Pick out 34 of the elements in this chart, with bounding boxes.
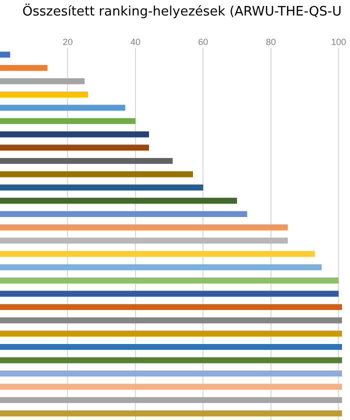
bar [0,250,315,257]
bar [0,410,342,416]
bar [0,224,288,230]
bar [0,278,339,284]
bar [0,171,194,178]
bar [0,118,136,124]
bar [0,211,248,218]
x-tick-label: 100 [331,37,346,48]
chart-title: Összesített ranking-helyezések (ARWU-THE-QS-U [22,3,342,20]
x-tick-label: 40 [130,37,140,48]
bar [0,304,342,310]
bar [0,290,339,297]
bar [0,264,322,270]
bar [0,357,342,364]
bar [0,64,48,71]
bar [0,92,88,98]
bar [0,238,288,244]
x-tick-label: 60 [198,37,208,48]
bar [0,144,149,151]
bar [0,78,85,84]
x-tick-label: 80 [266,37,276,48]
bar [0,344,342,350]
x-tick-label: 20 [62,37,73,48]
bar [0,131,149,138]
bar [0,384,342,390]
bar [0,158,173,164]
bar [0,370,342,376]
bar [0,184,204,190]
bar [0,317,342,324]
bar [0,52,10,58]
bar [0,397,342,404]
bar [0,198,238,204]
bar [0,330,342,337]
bar [0,104,126,111]
